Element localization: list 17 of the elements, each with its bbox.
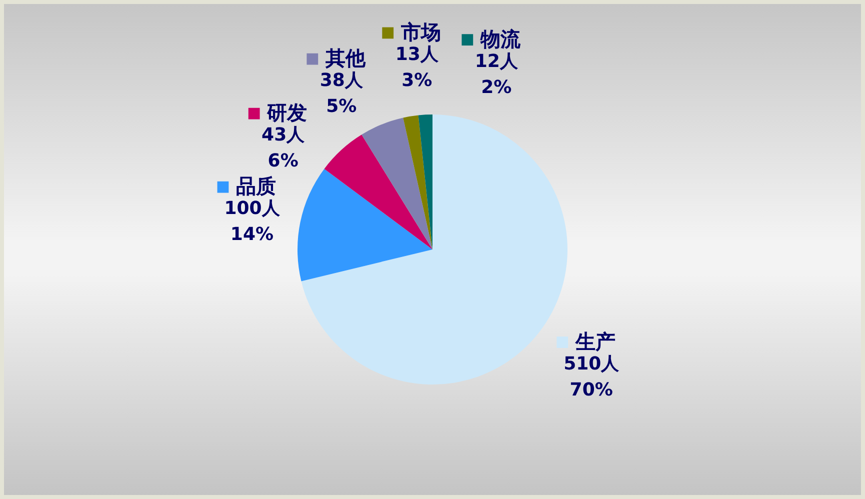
legend-label: 品质 [236, 174, 276, 198]
data-label: 12人 2% [474, 50, 519, 98]
data-label: 38人 5% [320, 70, 364, 118]
data-label: 510人 70% [564, 353, 620, 400]
legend-label: 其他 [324, 46, 366, 70]
pie-slice [362, 118, 432, 250]
data-label: 100人 14% [224, 198, 281, 246]
data-label: 13人 3% [395, 44, 440, 91]
pie-slice [418, 114, 432, 250]
pie-slice [403, 115, 432, 250]
legend-label: 生产 [574, 329, 616, 354]
pie-slice [324, 134, 432, 250]
data-label: 43人 6% [262, 124, 306, 172]
pie-slice [298, 168, 432, 282]
legend-label: 市场 [400, 20, 441, 44]
legend-label: 研发 [266, 100, 308, 125]
legend-label: 物流 [479, 26, 522, 51]
